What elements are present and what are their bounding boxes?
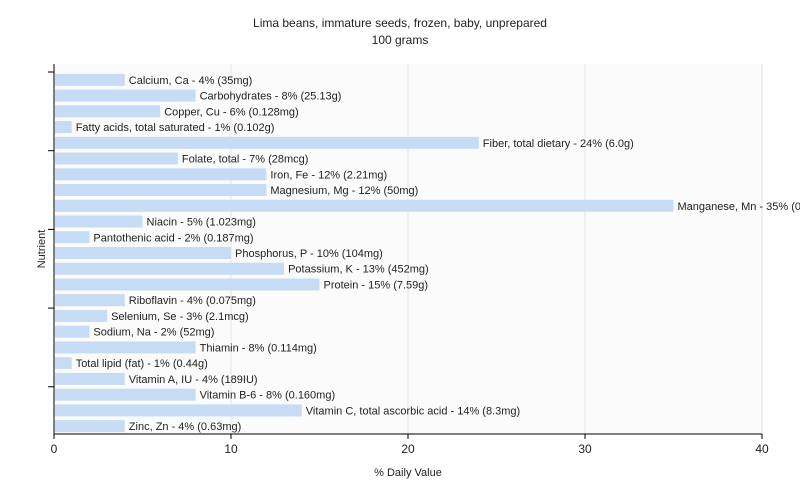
x-tick-label-1: 10 [224, 442, 238, 456]
bar-16 [55, 325, 90, 338]
axes: 0 10 20 30 40 [48, 64, 769, 456]
bar-12 [55, 262, 285, 275]
bar-label-11: Phosphorus, P - 10% (104mg) [235, 248, 383, 260]
bar-6 [55, 168, 267, 181]
bar-label-17: Thiamin - 8% (0.114mg) [200, 342, 317, 354]
bar-13 [55, 278, 320, 291]
bar-20 [55, 388, 196, 401]
bar-label-1: Carbohydrates - 8% (25.13g) [200, 91, 342, 103]
bar-7 [55, 184, 267, 197]
bar-21 [55, 404, 302, 417]
bar-label-2: Copper, Cu - 6% (0.128mg) [164, 106, 299, 118]
bar-label-18: Total lipid (fat) - 1% (0.44g) [76, 358, 208, 370]
bar-1 [55, 89, 196, 102]
x-axis-title: % Daily Value [374, 467, 442, 479]
bar-15 [55, 309, 108, 322]
bar-label-21: Vitamin C, total ascorbic acid - 14% (8.… [306, 405, 520, 417]
bar-label-22: Zinc, Zn - 4% (0.63mg) [129, 421, 241, 433]
bar-label-5: Folate, total - 7% (28mcg) [182, 154, 309, 166]
bar-label-14: Riboflavin - 4% (0.075mg) [129, 295, 256, 307]
bar-5 [55, 152, 178, 165]
bar-label-12: Potassium, K - 13% (452mg) [288, 264, 429, 276]
chart-subtitle: 100 grams [371, 33, 429, 47]
bar-10 [55, 231, 90, 244]
bar-label-7: Magnesium, Mg - 12% (50mg) [270, 185, 418, 197]
bar-label-0: Calcium, Ca - 4% (35mg) [129, 75, 252, 87]
bar-11 [55, 247, 231, 259]
bar-4 [55, 136, 479, 149]
bar-22 [55, 420, 125, 433]
bar-label-4: Fiber, total dietary - 24% (6.0g) [483, 138, 634, 150]
chart-title: Lima beans, immature seeds, frozen, baby… [253, 16, 547, 30]
bar-9 [55, 215, 143, 228]
bar-2 [55, 105, 161, 118]
bar-18 [55, 357, 72, 370]
x-tick-label-2: 20 [401, 442, 415, 456]
bar-19 [55, 372, 125, 385]
bar-14 [55, 294, 125, 307]
bar-label-13: Protein - 15% (7.59g) [324, 279, 429, 291]
x-tick-label-4: 40 [755, 442, 769, 456]
bar-label-20: Vitamin B-6 - 8% (0.160mg) [200, 390, 336, 402]
bar-label-10: Pantothenic acid - 2% (0.187mg) [93, 232, 253, 244]
bar-8 [55, 199, 674, 212]
bar-label-19: Vitamin A, IU - 4% (189IU) [129, 374, 258, 386]
bar-series: Calcium, Ca - 4% (35mg) Carbohydrates - 8… [55, 73, 800, 433]
y-axis-title: Nutrient [36, 230, 48, 269]
bar-label-6: Iron, Fe - 12% (2.21mg) [270, 169, 387, 181]
bar-label-8: Manganese, Mn - 35% (0.702mg) [678, 201, 800, 213]
bar-3 [55, 121, 72, 134]
bar-label-16: Sodium, Na - 2% (52mg) [93, 327, 214, 339]
bar-17 [55, 341, 196, 354]
bar-label-3: Fatty acids, total saturated - 1% (0.102… [76, 122, 275, 134]
x-tick-label-3: 30 [578, 442, 592, 456]
bar-0 [55, 73, 125, 86]
bar-label-15: Selenium, Se - 3% (2.1mcg) [111, 311, 249, 323]
bar-label-9: Niacin - 5% (1.023mg) [147, 217, 256, 229]
x-tick-label-0: 0 [51, 442, 58, 456]
